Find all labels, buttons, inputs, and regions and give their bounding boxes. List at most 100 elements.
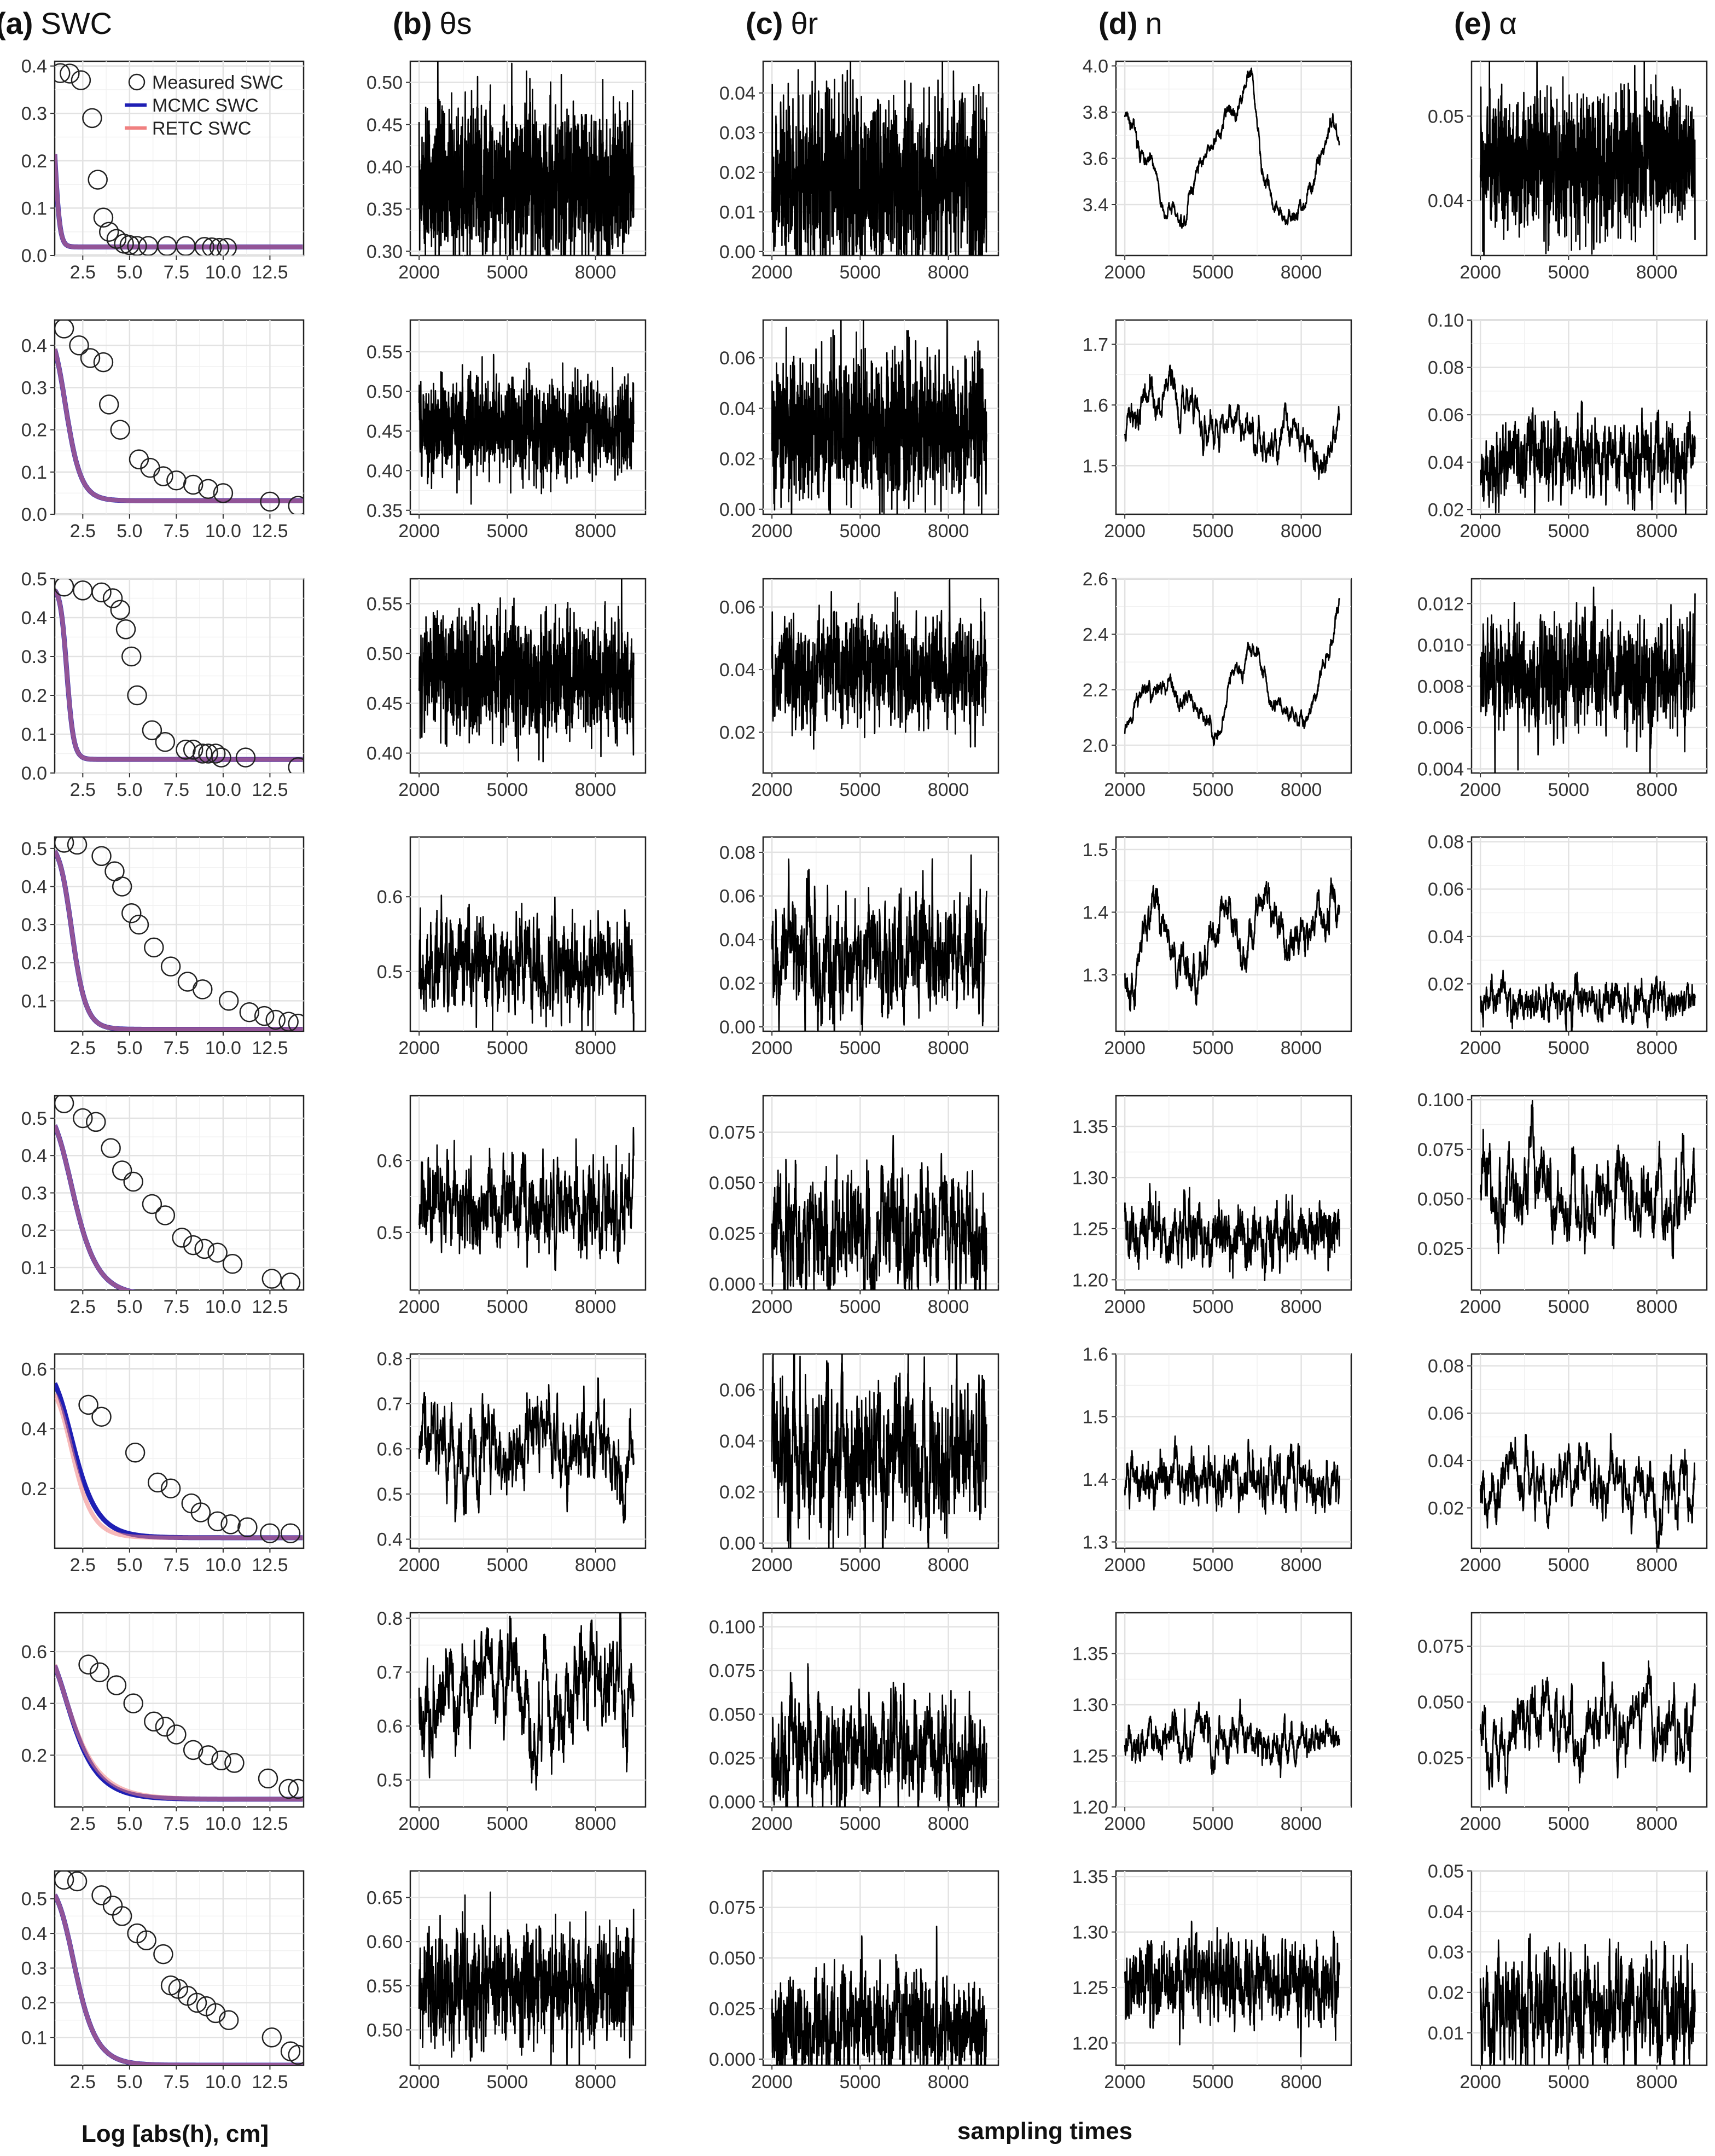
panel-plot-area: [771, 1925, 987, 2065]
measured-swc-point: [98, 222, 119, 242]
y-tick-label: 0.1: [21, 462, 47, 483]
x-tick-label: 12.5: [252, 2072, 288, 2093]
measured-swc-point: [106, 1675, 127, 1695]
x-tick-label: 10.0: [205, 1814, 241, 1834]
x-tick-label: 5000: [487, 1297, 528, 1317]
panel-letter: (b): [393, 6, 432, 40]
mcmc-trace-line: [771, 854, 987, 1031]
measured-swc-point: [115, 619, 136, 640]
measured-swc-point: [220, 1514, 241, 1535]
panel-header: (a)SWC: [0, 6, 112, 40]
y-tick-label: 1.25: [1072, 1746, 1108, 1767]
x-tick-label: 5.0: [117, 1555, 142, 1576]
y-tick-label: 0.5: [377, 1770, 403, 1791]
y-tick-label: 2.2: [1083, 680, 1108, 701]
measured-swc-point: [288, 1779, 304, 1799]
y-tick-label: 0.0: [21, 246, 47, 266]
trace-panel: 2000 5000 8000 0.50 0.55 0.60 0.65: [367, 1870, 647, 2093]
panel-plot-area: [55, 1871, 304, 2065]
mcmc-trace-line: [418, 1377, 635, 1524]
y-tick-label: 0.100: [709, 1617, 755, 1638]
y-tick-label: 1.30: [1072, 1167, 1108, 1188]
panel-plot-area: [1480, 400, 1696, 514]
x-tick-label: 8000: [1636, 1555, 1678, 1576]
measured-swc-point: [55, 579, 74, 597]
y-tick-label: 0.10: [1428, 310, 1464, 331]
panel-plot-area: [1479, 1660, 1696, 1794]
panel-plot-area: [418, 1891, 635, 2065]
trace-panel: 2000 5000 8000 0.00 0.02 0.04 0.06: [719, 319, 999, 542]
x-tick-label: 8000: [1636, 1297, 1678, 1317]
y-tick-label: 0.075: [709, 1661, 755, 1682]
measured-swc-point: [166, 1724, 187, 1745]
measured-swc-point: [121, 903, 142, 923]
x-tick-label: 8000: [1281, 262, 1322, 283]
panel-plot-area: [771, 1663, 987, 1807]
x-tick-label: 8000: [575, 262, 617, 283]
panel-plot-area: [55, 63, 304, 255]
mcmc-trace-line: [418, 61, 635, 255]
y-tick-label: 3.8: [1083, 102, 1108, 123]
swc-panel: 2.5 5.0 7.5 10.0 12.5 0.1 0.2 0.3 0.4 0.5: [21, 1870, 305, 2093]
y-tick-label: 0.00: [719, 1017, 755, 1038]
swc-panel: 2.5 5.0 7.5 10.0 12.5 0.2 0.4 0.6: [21, 1612, 305, 1834]
y-tick-label: 0.050: [709, 1173, 755, 1194]
y-tick-label: 0.075: [1417, 1636, 1464, 1657]
y-tick-label: 0.01: [719, 202, 755, 223]
x-tick-label: 8000: [1636, 521, 1678, 542]
trace-panel: 2000 5000 8000 0.000 0.025 0.050 0.075 0.100: [709, 1612, 999, 1834]
x-tick-label: 12.5: [252, 780, 288, 800]
y-tick-label: 0.3: [21, 1183, 47, 1204]
measured-swc-point: [67, 837, 88, 855]
x-tick-label: 2000: [398, 262, 440, 283]
panel-plot-area: [1479, 1433, 1696, 1548]
y-tick-label: 0.50: [367, 2020, 403, 2041]
y-tick-label: 0.06: [1428, 1403, 1464, 1424]
measured-swc-point: [260, 491, 280, 512]
legend-retc-label: RETC SWC: [152, 118, 251, 139]
x-tick-label: 8000: [1636, 780, 1678, 800]
measured-swc-point: [55, 1096, 74, 1113]
measured-swc-point: [142, 1194, 162, 1214]
x-tick-label: 8000: [928, 1297, 969, 1317]
y-tick-label: 0.5: [377, 962, 403, 983]
y-tick-label: 0.35: [367, 199, 403, 220]
measured-swc-point: [209, 237, 230, 255]
measured-swc-point: [207, 1242, 228, 1263]
y-tick-label: 0.5: [21, 1889, 47, 1910]
y-tick-label: 1.3: [1083, 1532, 1108, 1553]
panel-variable: n: [1146, 6, 1162, 40]
y-tick-label: 0.025: [709, 1223, 755, 1244]
trace-panel: 2000 5000 8000 0.00 0.02 0.04 0.06: [719, 1353, 999, 1576]
y-tick-label: 1.20: [1072, 2033, 1108, 2054]
x-tick-label: 8000: [1281, 1555, 1322, 1576]
y-tick-label: 0.1: [21, 2027, 47, 2048]
y-tick-label: 0.08: [1428, 832, 1464, 853]
legend-measured-label: Measured SWC: [152, 72, 283, 93]
measured-swc-point: [213, 483, 234, 503]
y-tick-label: 0.012: [1417, 594, 1464, 614]
mcmc-trace-line: [418, 1891, 635, 2065]
panel-plot-area: [418, 1613, 635, 1791]
panel-plot-area: [418, 1377, 635, 1524]
trace-panel: 2000 5000 8000 1.20 1.25 1.30 1.35: [1072, 1867, 1352, 2093]
y-tick-label: 0.06: [1428, 405, 1464, 426]
panel-plot-area: [771, 61, 987, 255]
measured-swc-point: [91, 1885, 112, 1905]
y-tick-label: 0.00: [719, 242, 755, 263]
y-tick-label: 0.3: [21, 915, 47, 935]
x-tick-label: 8000: [928, 262, 969, 283]
trace-panel: 2000 5000 8000 0.04 0.05: [1428, 60, 1708, 283]
x-tick-label: 2000: [1104, 1297, 1146, 1317]
x-tick-label: 10.0: [205, 262, 241, 283]
x-tick-label: 8000: [1281, 1814, 1322, 1834]
measured-swc-point: [160, 1478, 181, 1499]
y-tick-label: 0.02: [719, 973, 755, 994]
trace-panel: 2000 5000 8000 1.20 1.25 1.30 1.35: [1072, 1612, 1352, 1834]
measured-swc-point: [80, 348, 101, 368]
mcmc-trace-line: [418, 1613, 635, 1791]
trace-panel: 2000 5000 8000 1.3 1.4 1.5: [1083, 836, 1352, 1059]
x-tick-label: 5000: [840, 1555, 881, 1576]
mcmc-trace-line: [1479, 1100, 1696, 1259]
